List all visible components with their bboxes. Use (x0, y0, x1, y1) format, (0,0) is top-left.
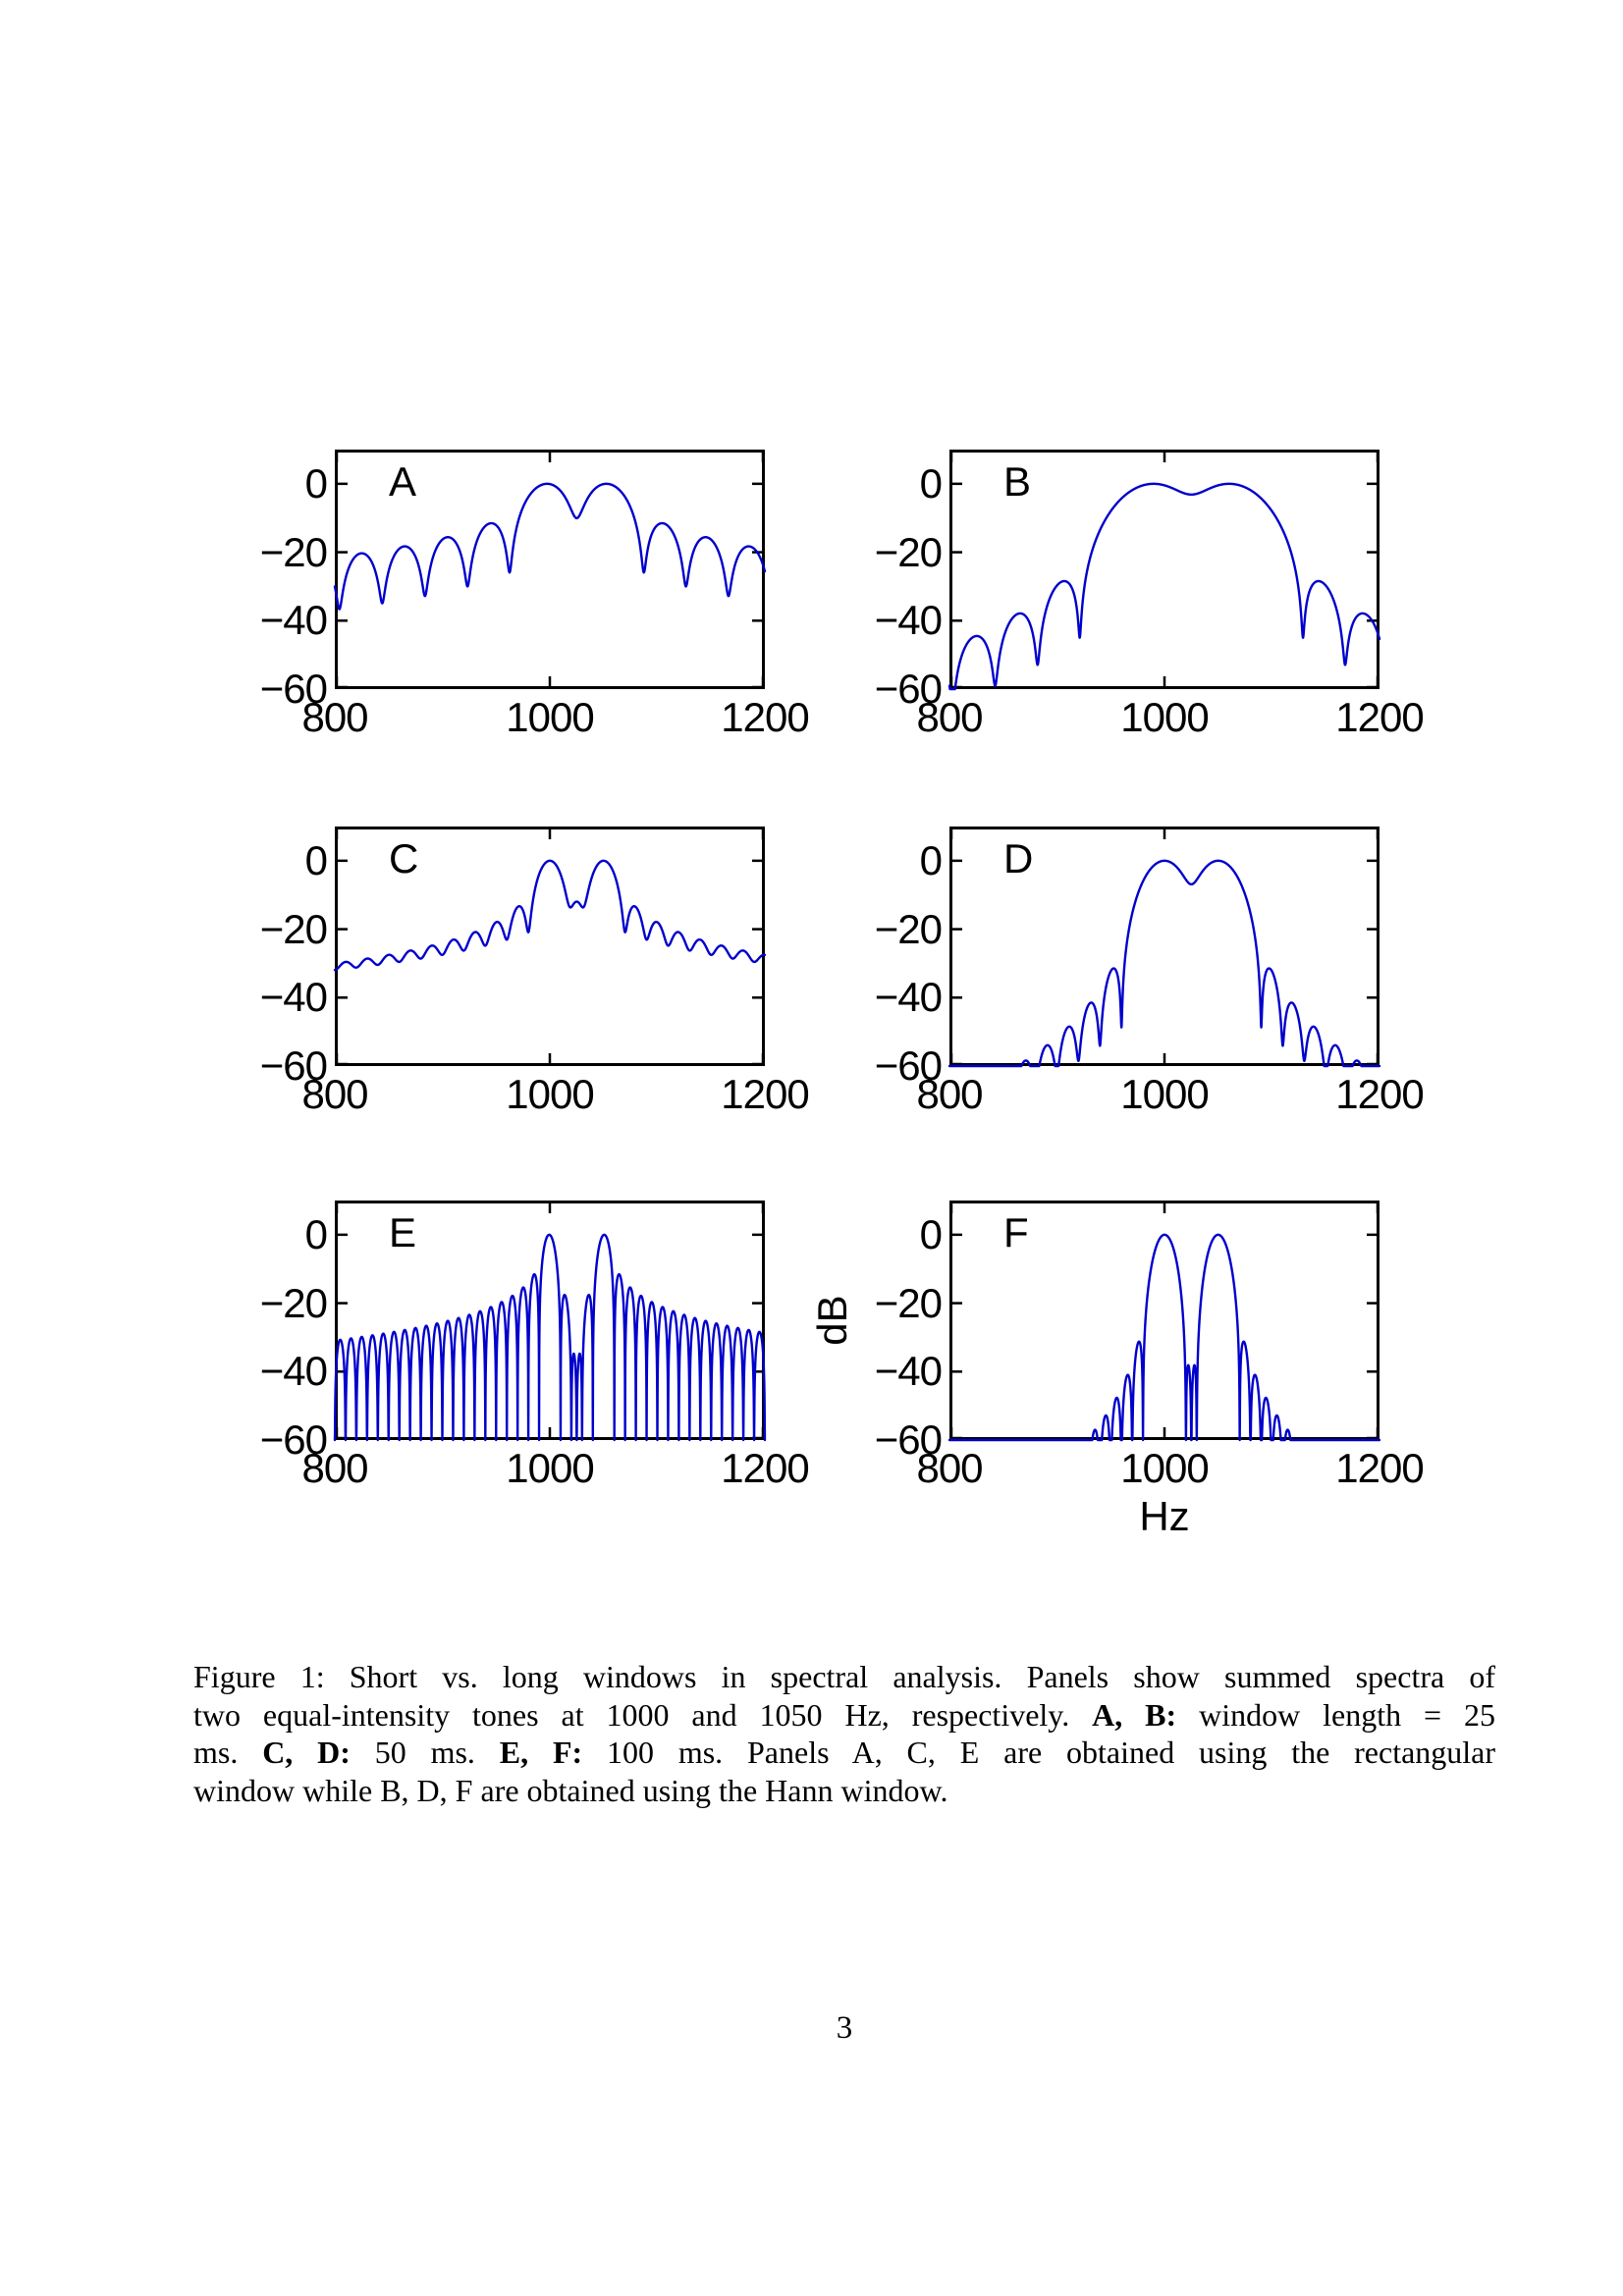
y-tick-label: −40 (259, 597, 328, 644)
x-tick-label: 800 (301, 694, 368, 740)
y-tick-label: −40 (874, 1348, 943, 1395)
page-number: 3 (836, 2010, 853, 2046)
caption-text: 100 ms. Panels A, C, E are obtained usin… (582, 1735, 1496, 1770)
y-tick-label: −40 (259, 1348, 328, 1395)
y-tick-label: 0 (304, 459, 328, 507)
x-tick-label: 1200 (1335, 1071, 1424, 1117)
panel-e: E 0 −20 −40 −60 800 1000 1200 (260, 1201, 810, 1489)
y-tick-label: 0 (919, 1210, 943, 1257)
caption-text: window while B, D, F are obtained using … (193, 1772, 948, 1808)
caption-text: E, F: (499, 1735, 583, 1770)
caption-text: Figure 1: Short vs. long windows in spec… (193, 1659, 1495, 1694)
panel-letter-a: A (389, 458, 417, 505)
panel-letter-d: D (1003, 835, 1034, 881)
x-tick-label: 800 (916, 1071, 983, 1117)
caption-line: two equal-intensity tones at 1000 and 10… (193, 1696, 1495, 1735)
y-tick-label: 0 (919, 836, 943, 883)
caption-text: A, B: (1092, 1696, 1177, 1733)
caption-line: ms. C, D: 50 ms. E, F: 100 ms. Panels A,… (193, 1734, 1495, 1772)
plot-area-f (947, 1201, 1381, 1442)
y-tick-label: 0 (304, 836, 328, 883)
caption-line: window while B, D, F are obtained using … (193, 1772, 1495, 1810)
x-tick-label: 1000 (506, 1445, 594, 1491)
y-axis-label: dB (809, 1295, 855, 1346)
y-tick-label: −60 (259, 1416, 328, 1463)
y-tick-label: −60 (259, 1042, 328, 1089)
y-tick-label: 0 (304, 1210, 328, 1257)
y-tick-label: −20 (259, 905, 328, 952)
x-tick-label: 1200 (721, 1445, 809, 1491)
plot-area-b (947, 450, 1381, 691)
x-tick-label: 1000 (1120, 694, 1209, 740)
panel-letter-f: F (1003, 1209, 1029, 1255)
y-tick-label: −20 (874, 905, 943, 952)
x-tick-label: 1200 (721, 694, 809, 740)
panel-letter-e: E (389, 1209, 417, 1255)
x-tick-label: 800 (916, 1445, 983, 1491)
y-tick-label: −60 (259, 666, 328, 712)
caption-text: ms. (193, 1735, 263, 1770)
x-tick-label: 1200 (1335, 1445, 1424, 1491)
plot-area-d (947, 827, 1381, 1068)
plot-area-c (333, 827, 767, 1066)
caption-text: window length = 25 (1176, 1696, 1495, 1733)
x-tick-label: 1000 (506, 1071, 594, 1117)
y-tick-label: −60 (874, 1042, 943, 1089)
y-tick-label: −40 (874, 974, 943, 1021)
x-tick-label: 800 (301, 1445, 368, 1491)
y-tick-label: −40 (259, 974, 328, 1021)
x-tick-label: 1000 (506, 694, 594, 740)
caption-text: 50 ms. (350, 1735, 500, 1770)
plot-area-e (333, 1201, 767, 1442)
figure-caption: Figure 1: Short vs. long windows in spec… (193, 1658, 1495, 1809)
caption-line: Figure 1: Short vs. long windows in spec… (193, 1658, 1495, 1696)
panel-a: A 0 −20 −40 −60 800 1000 1200 (260, 450, 810, 738)
x-tick-label: 1200 (1335, 694, 1424, 740)
y-tick-label: −60 (874, 1416, 943, 1463)
panel-c: C 0 −20 −40 −60 800 1000 1200 (260, 827, 810, 1115)
x-tick-label: 1000 (1120, 1071, 1209, 1117)
panel-letter-c: C (389, 835, 419, 881)
y-tick-label: −40 (874, 597, 943, 644)
x-axis-label: Hz (1139, 1493, 1190, 1539)
panel-b: B 0 −20 −40 −60 800 1000 1200 (875, 450, 1425, 738)
caption-text: C, D: (262, 1735, 351, 1770)
x-tick-label: 800 (301, 1071, 368, 1117)
y-tick-label: −20 (874, 1279, 943, 1326)
panel-letter-b: B (1003, 458, 1032, 505)
y-tick-label: −60 (874, 666, 943, 712)
panel-d: D 0 −20 −40 −60 800 1000 1200 (875, 827, 1425, 1115)
x-tick-label: 1200 (721, 1071, 809, 1117)
x-tick-label: 800 (916, 694, 983, 740)
y-tick-label: −20 (259, 528, 328, 575)
y-tick-label: −20 (874, 528, 943, 575)
y-tick-label: −20 (259, 1279, 328, 1326)
x-tick-label: 1000 (1120, 1445, 1209, 1491)
panel-f: F 0 −20 −40 −60 800 1000 1200 (875, 1201, 1425, 1489)
plot-area-a (333, 450, 767, 689)
y-tick-label: 0 (919, 459, 943, 507)
caption-text: two equal-intensity tones at 1000 and 10… (193, 1696, 1093, 1733)
